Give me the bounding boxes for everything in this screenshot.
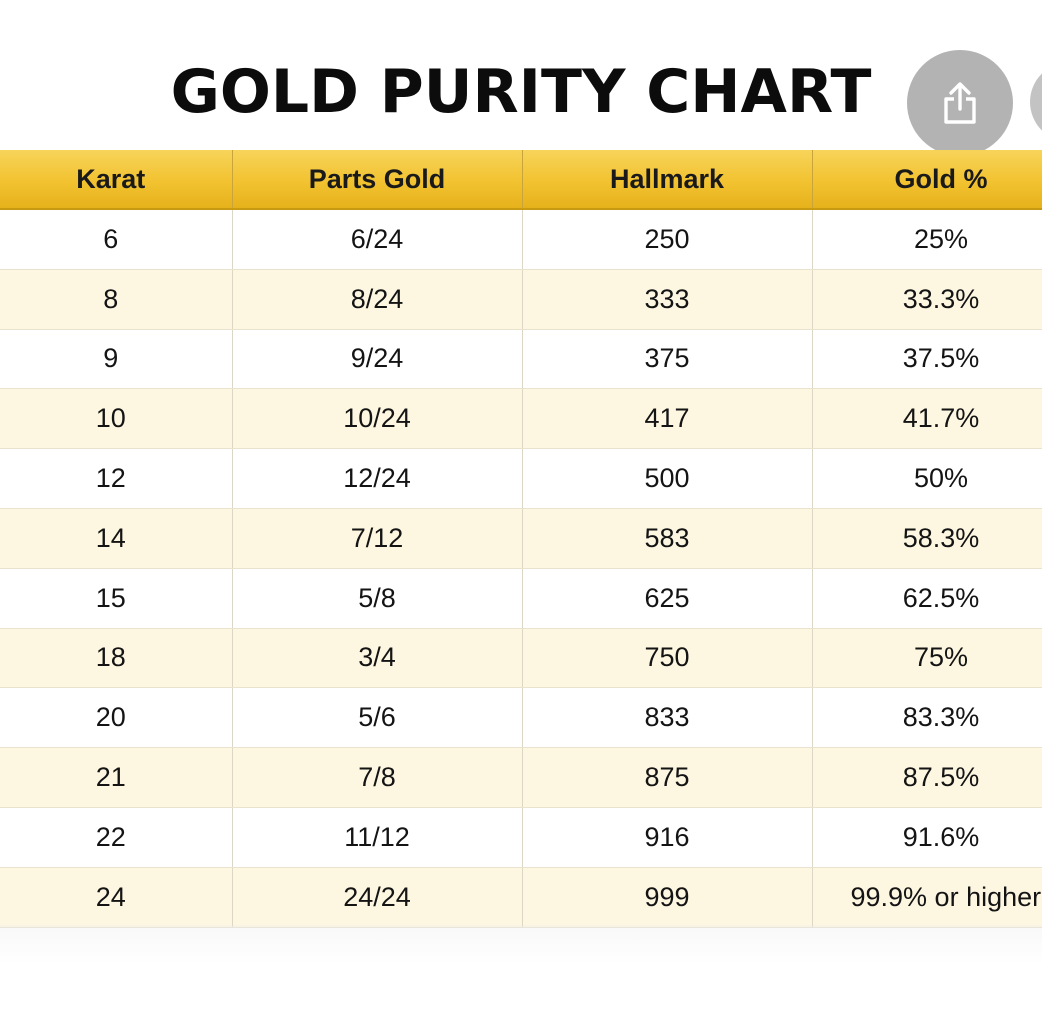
gold-purity-table: Karat Parts Gold Hallmark Gold % 6 6/24 … — [0, 150, 1042, 928]
cell-karat: 9 — [0, 329, 233, 390]
cell-hallmark: 875 — [522, 747, 813, 808]
cell-karat: 10 — [0, 388, 233, 450]
cell-karat: 21 — [0, 747, 233, 808]
cell-parts-gold: 7/12 — [232, 508, 523, 569]
cell-hallmark: 333 — [522, 269, 813, 330]
gold-percent-value: 87.5% — [902, 762, 980, 793]
table-row: 21 7/8 875 87.5% — [0, 747, 1042, 808]
cell-gold-percent: 25% — [812, 209, 1042, 270]
cell-gold-percent: 58.3% — [812, 508, 1042, 569]
gold-percent-value: 75% — [913, 642, 969, 673]
gold-percent-value: 37.5% — [902, 343, 980, 374]
gold-percent-value: 33.3% — [902, 283, 980, 314]
table-row: 6 6/24 250 25% — [0, 209, 1042, 270]
cell-hallmark: 999 — [522, 867, 813, 928]
table-row: 15 5/8 625 62.5% — [0, 568, 1042, 629]
header-gold-percent: Gold % — [812, 150, 1042, 210]
cell-hallmark: 500 — [522, 448, 813, 509]
cell-parts-gold: 24/24 — [232, 867, 523, 928]
bottom-fade — [0, 925, 1042, 965]
cell-gold-percent: 83.3% — [812, 687, 1042, 749]
share-button[interactable] — [907, 50, 1013, 156]
cell-parts-gold: 5/8 — [232, 568, 523, 629]
cell-hallmark: 250 — [522, 209, 813, 270]
cell-gold-percent: 99.9% or higher — [812, 867, 1042, 928]
cell-hallmark: 625 — [522, 568, 813, 629]
gold-percent-value: 99.9% or higher — [850, 881, 1042, 912]
table-header-row: Karat Parts Gold Hallmark Gold % — [0, 150, 1042, 210]
cell-hallmark: 375 — [522, 329, 813, 390]
table-row: 22 11/12 916 91.6% — [0, 807, 1042, 868]
cell-hallmark: 750 — [522, 628, 813, 689]
cell-parts-gold: 5/6 — [232, 687, 523, 749]
gold-percent-value: 25% — [913, 223, 969, 254]
cell-karat: 12 — [0, 448, 233, 509]
cell-karat: 20 — [0, 687, 233, 749]
cell-hallmark: 833 — [522, 687, 813, 749]
cell-karat: 18 — [0, 628, 233, 689]
cell-gold-percent: 87.5% — [812, 747, 1042, 808]
table-row: 12 12/24 500 50% — [0, 448, 1042, 509]
header-karat: Karat — [0, 150, 233, 210]
gold-percent-value: 41.7% — [902, 403, 980, 434]
cell-karat: 6 — [0, 209, 233, 270]
cell-parts-gold: 7/8 — [232, 747, 523, 808]
cell-hallmark: 583 — [522, 508, 813, 569]
gold-percent-value: 58.3% — [902, 522, 980, 553]
gold-percent-value: 62.5% — [902, 582, 980, 613]
cell-gold-percent: 75% — [812, 628, 1042, 689]
cell-parts-gold: 11/12 — [232, 807, 523, 868]
header-parts-gold: Parts Gold — [232, 150, 523, 210]
header-hallmark: Hallmark — [522, 150, 813, 210]
page-title: GOLD PURITY CHART — [170, 57, 872, 127]
table-row: 8 8/24 333 33.3% — [0, 269, 1042, 330]
cell-parts-gold: 12/24 — [232, 448, 523, 509]
cell-gold-percent: 50% — [812, 448, 1042, 509]
table-row: 14 7/12 583 58.3% — [0, 508, 1042, 569]
cell-hallmark: 417 — [522, 388, 813, 450]
cell-karat: 14 — [0, 508, 233, 569]
cell-parts-gold: 9/24 — [232, 329, 523, 390]
cell-karat: 15 — [0, 568, 233, 629]
table-row: 20 5/6 833 83.3% — [0, 687, 1042, 749]
cell-hallmark: 916 — [522, 807, 813, 868]
gold-percent-value: 91.6% — [902, 821, 980, 852]
cell-gold-percent: 41.7% — [812, 388, 1042, 450]
cell-karat: 22 — [0, 807, 233, 868]
cell-parts-gold: 3/4 — [232, 628, 523, 689]
cell-gold-percent: 62.5% — [812, 568, 1042, 629]
cell-gold-percent: 33.3% — [812, 269, 1042, 330]
cell-gold-percent: 37.5% — [812, 329, 1042, 390]
cell-karat: 24 — [0, 867, 233, 928]
cell-parts-gold: 6/24 — [232, 209, 523, 270]
gold-percent-value: 83.3% — [902, 702, 980, 733]
cell-gold-percent: 91.6% — [812, 807, 1042, 868]
cell-parts-gold: 8/24 — [232, 269, 523, 330]
cell-karat: 8 — [0, 269, 233, 330]
table-row: 10 10/24 417 41.7% — [0, 388, 1042, 450]
gold-percent-value: 50% — [913, 463, 969, 494]
table-row: 24 24/24 999 99.9% or higher — [0, 867, 1042, 928]
table-row: 18 3/4 750 75% — [0, 628, 1042, 689]
table-row: 9 9/24 375 37.5% — [0, 329, 1042, 390]
share-icon — [944, 82, 976, 124]
cell-parts-gold: 10/24 — [232, 388, 523, 450]
